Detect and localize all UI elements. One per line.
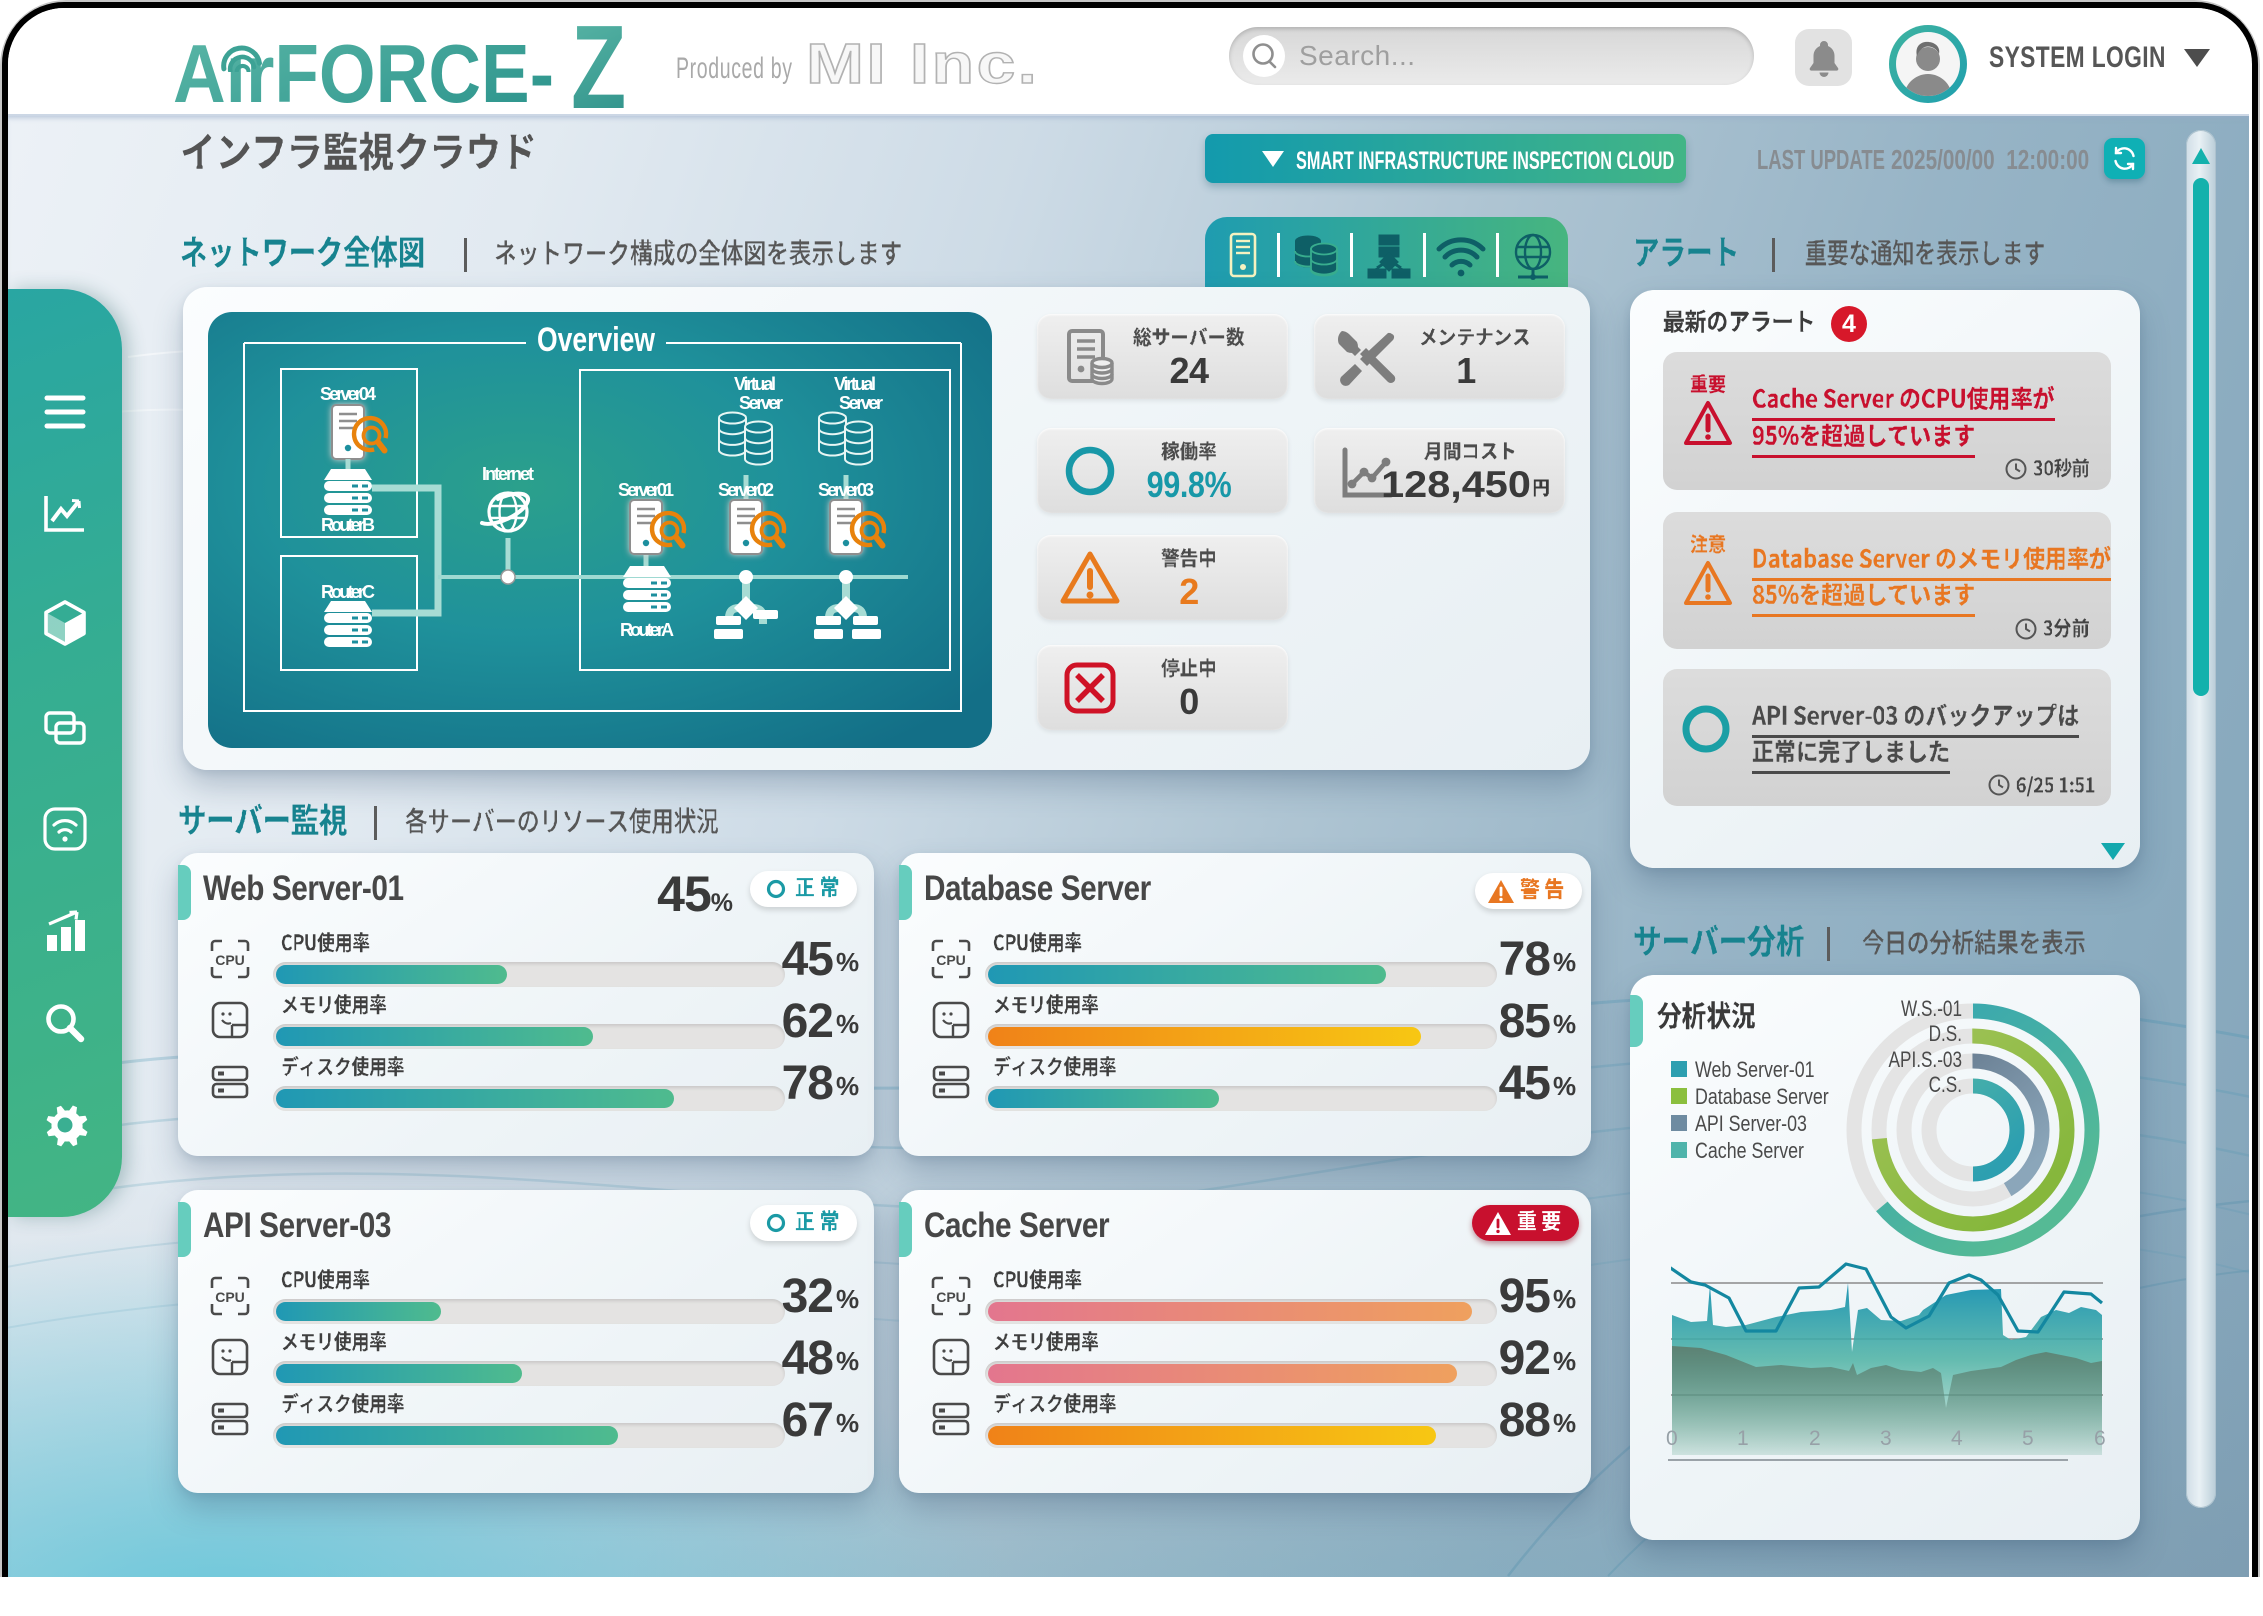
svg-text:RouterB: RouterB <box>321 515 375 535</box>
svg-text:Virtual: Virtual <box>834 374 876 394</box>
svg-text:CPU: CPU <box>215 952 245 968</box>
svg-text:Overview: Overview <box>537 321 655 359</box>
svg-text:Server: Server <box>839 393 883 413</box>
svg-text:Server03: Server03 <box>818 480 874 500</box>
svg-text:RouterA: RouterA <box>620 620 674 640</box>
svg-text:Virtual: Virtual <box>734 374 776 394</box>
svg-text:Server04: Server04 <box>320 384 376 404</box>
svg-text:CPU: CPU <box>936 1289 966 1305</box>
svg-text:CPU: CPU <box>215 1289 245 1305</box>
svg-text:Internet: Internet <box>482 464 534 484</box>
svg-text:RouterC: RouterC <box>321 582 375 602</box>
svg-text:Server01: Server01 <box>618 480 674 500</box>
svg-text:Server02: Server02 <box>718 480 774 500</box>
svg-text:CPU: CPU <box>936 952 966 968</box>
svg-text:Server: Server <box>739 393 783 413</box>
